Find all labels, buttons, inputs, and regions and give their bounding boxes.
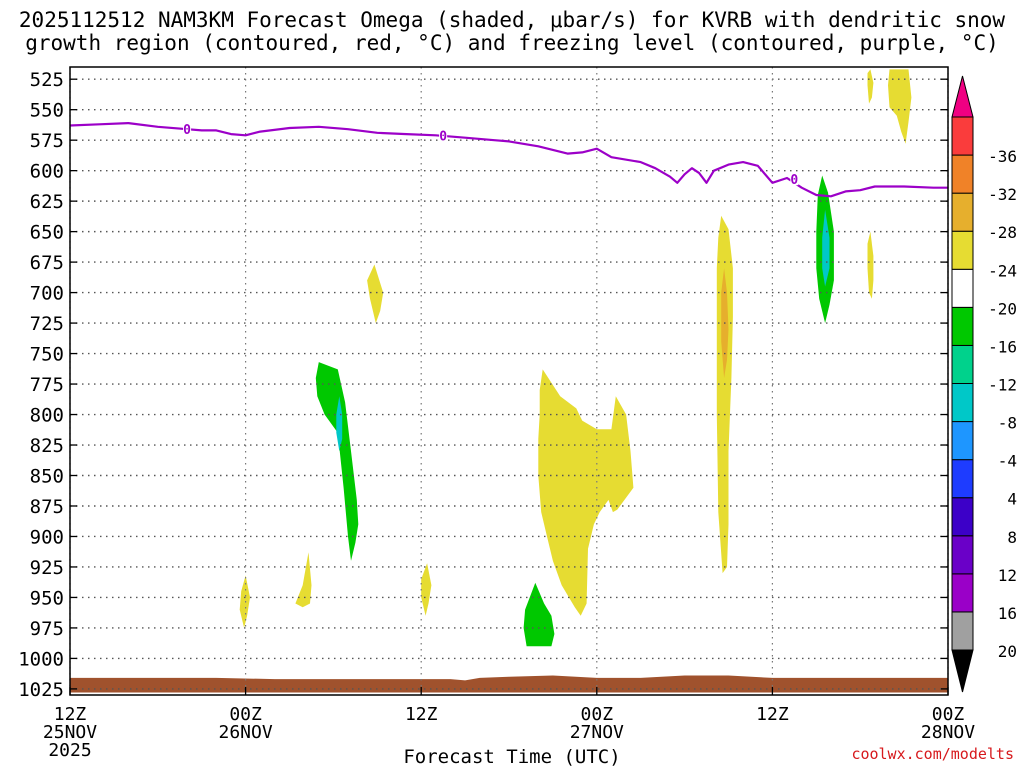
colorbar-box xyxy=(951,573,974,613)
x-tick-date: 27NOV xyxy=(570,722,624,743)
contour-label-bg xyxy=(183,122,192,136)
colorbar-label: -20 xyxy=(988,299,1017,318)
colorbar-box xyxy=(951,306,974,346)
x-tick-label: 00Z xyxy=(229,704,262,725)
colorbar-label: 20 xyxy=(998,642,1017,661)
chart-title-line1: 2025112512 NAM3KM Forecast Omega (shaded… xyxy=(18,8,1006,32)
freezing-level-label: 0 xyxy=(790,173,798,188)
freezing-level-line xyxy=(69,122,948,198)
colorbar-label: -36 xyxy=(988,147,1017,166)
x-tick-date: 25NOV xyxy=(43,722,97,743)
plot-frame xyxy=(69,66,949,696)
freezing-level-label: 0 xyxy=(183,123,191,138)
colorbar-box xyxy=(951,421,974,461)
omega-region-6 xyxy=(367,264,384,324)
y-tick-label: 1000 xyxy=(18,648,64,670)
y-tick-label: 725 xyxy=(30,313,64,335)
omega-region-0 xyxy=(716,215,733,574)
colorbar-box xyxy=(951,230,974,270)
x-tick-label: 00Z xyxy=(581,704,614,725)
y-tick-label: 525 xyxy=(30,69,64,91)
x-tick-year: 2025 xyxy=(48,740,91,761)
colorbar-box xyxy=(951,497,974,537)
y-tick-label: 700 xyxy=(30,283,64,305)
y-tick-label: 625 xyxy=(30,191,64,213)
colorbar-box xyxy=(951,116,974,156)
colorbar-box xyxy=(951,459,974,499)
colorbar-label: -8 xyxy=(998,414,1017,433)
credit-text: coolwx.com/modelts xyxy=(851,745,1014,763)
y-tick-label: 900 xyxy=(30,526,64,548)
x-tick-label: 12Z xyxy=(405,704,438,725)
surface-terrain xyxy=(70,675,948,693)
x-tick-date: 28NOV xyxy=(921,722,975,743)
colorbar-label: -32 xyxy=(988,185,1017,204)
y-tick-label: 1025 xyxy=(18,679,64,701)
colorbar-label: 8 xyxy=(1007,528,1017,547)
omega-region-5 xyxy=(336,396,343,452)
x-tick-label: 00Z xyxy=(932,704,965,725)
y-tick-label: 650 xyxy=(30,222,64,244)
y-tick-label: 575 xyxy=(30,130,64,152)
colorbar-box xyxy=(951,154,974,194)
x-tick-date: 26NOV xyxy=(219,722,273,743)
omega-region-14 xyxy=(867,231,874,299)
omega-region-10 xyxy=(538,369,634,616)
colorbar-label: -4 xyxy=(998,452,1017,471)
colorbar-box xyxy=(951,192,974,232)
contour-label-bg xyxy=(439,128,448,142)
colorbar-box xyxy=(951,268,974,308)
y-tick-label: 875 xyxy=(30,496,64,518)
omega-region-9 xyxy=(421,563,432,616)
freezing-level-label: 0 xyxy=(439,129,447,144)
x-tick-label: 12Z xyxy=(54,704,87,725)
y-tick-label: 825 xyxy=(30,435,64,457)
chart-title-line2: growth region (contoured, red, °C) and f… xyxy=(25,31,999,55)
colorbar-box xyxy=(951,535,974,575)
colorbar-box xyxy=(951,344,974,384)
omega-region-7 xyxy=(239,575,250,628)
colorbar-label: -24 xyxy=(988,261,1017,280)
y-tick-label: 850 xyxy=(30,466,64,488)
omega-region-8 xyxy=(295,552,312,608)
colorbar-max-arrow xyxy=(951,75,974,118)
omega-region-11 xyxy=(523,582,555,647)
colorbar-min-arrow xyxy=(951,649,974,693)
omega-region-3 xyxy=(822,209,830,287)
colorbar-box xyxy=(951,383,974,423)
y-tick-label: 550 xyxy=(30,100,64,122)
y-tick-label: 925 xyxy=(30,557,64,579)
contour-label-bg xyxy=(790,172,799,186)
colorbar-label: 4 xyxy=(1007,490,1017,509)
y-tick-label: 600 xyxy=(30,161,64,183)
colorbar-label: 16 xyxy=(998,604,1017,623)
colorbar-label: -16 xyxy=(988,337,1017,356)
omega-region-12 xyxy=(867,69,874,104)
colorbar-label: -12 xyxy=(988,376,1017,395)
y-tick-label: 775 xyxy=(30,374,64,396)
y-tick-label: 800 xyxy=(30,405,64,427)
y-tick-label: 950 xyxy=(30,587,64,609)
x-axis-title: Forecast Time (UTC) xyxy=(403,746,621,768)
omega-region-13 xyxy=(888,69,912,144)
y-tick-label: 675 xyxy=(30,252,64,274)
colorbar-box xyxy=(951,611,974,651)
colorbar-label: 12 xyxy=(998,566,1017,585)
y-tick-label: 750 xyxy=(30,344,64,366)
colorbar-label: -28 xyxy=(988,223,1017,242)
omega-region-4 xyxy=(315,362,359,561)
x-tick-label: 12Z xyxy=(756,704,789,725)
y-tick-label: 975 xyxy=(30,618,64,640)
